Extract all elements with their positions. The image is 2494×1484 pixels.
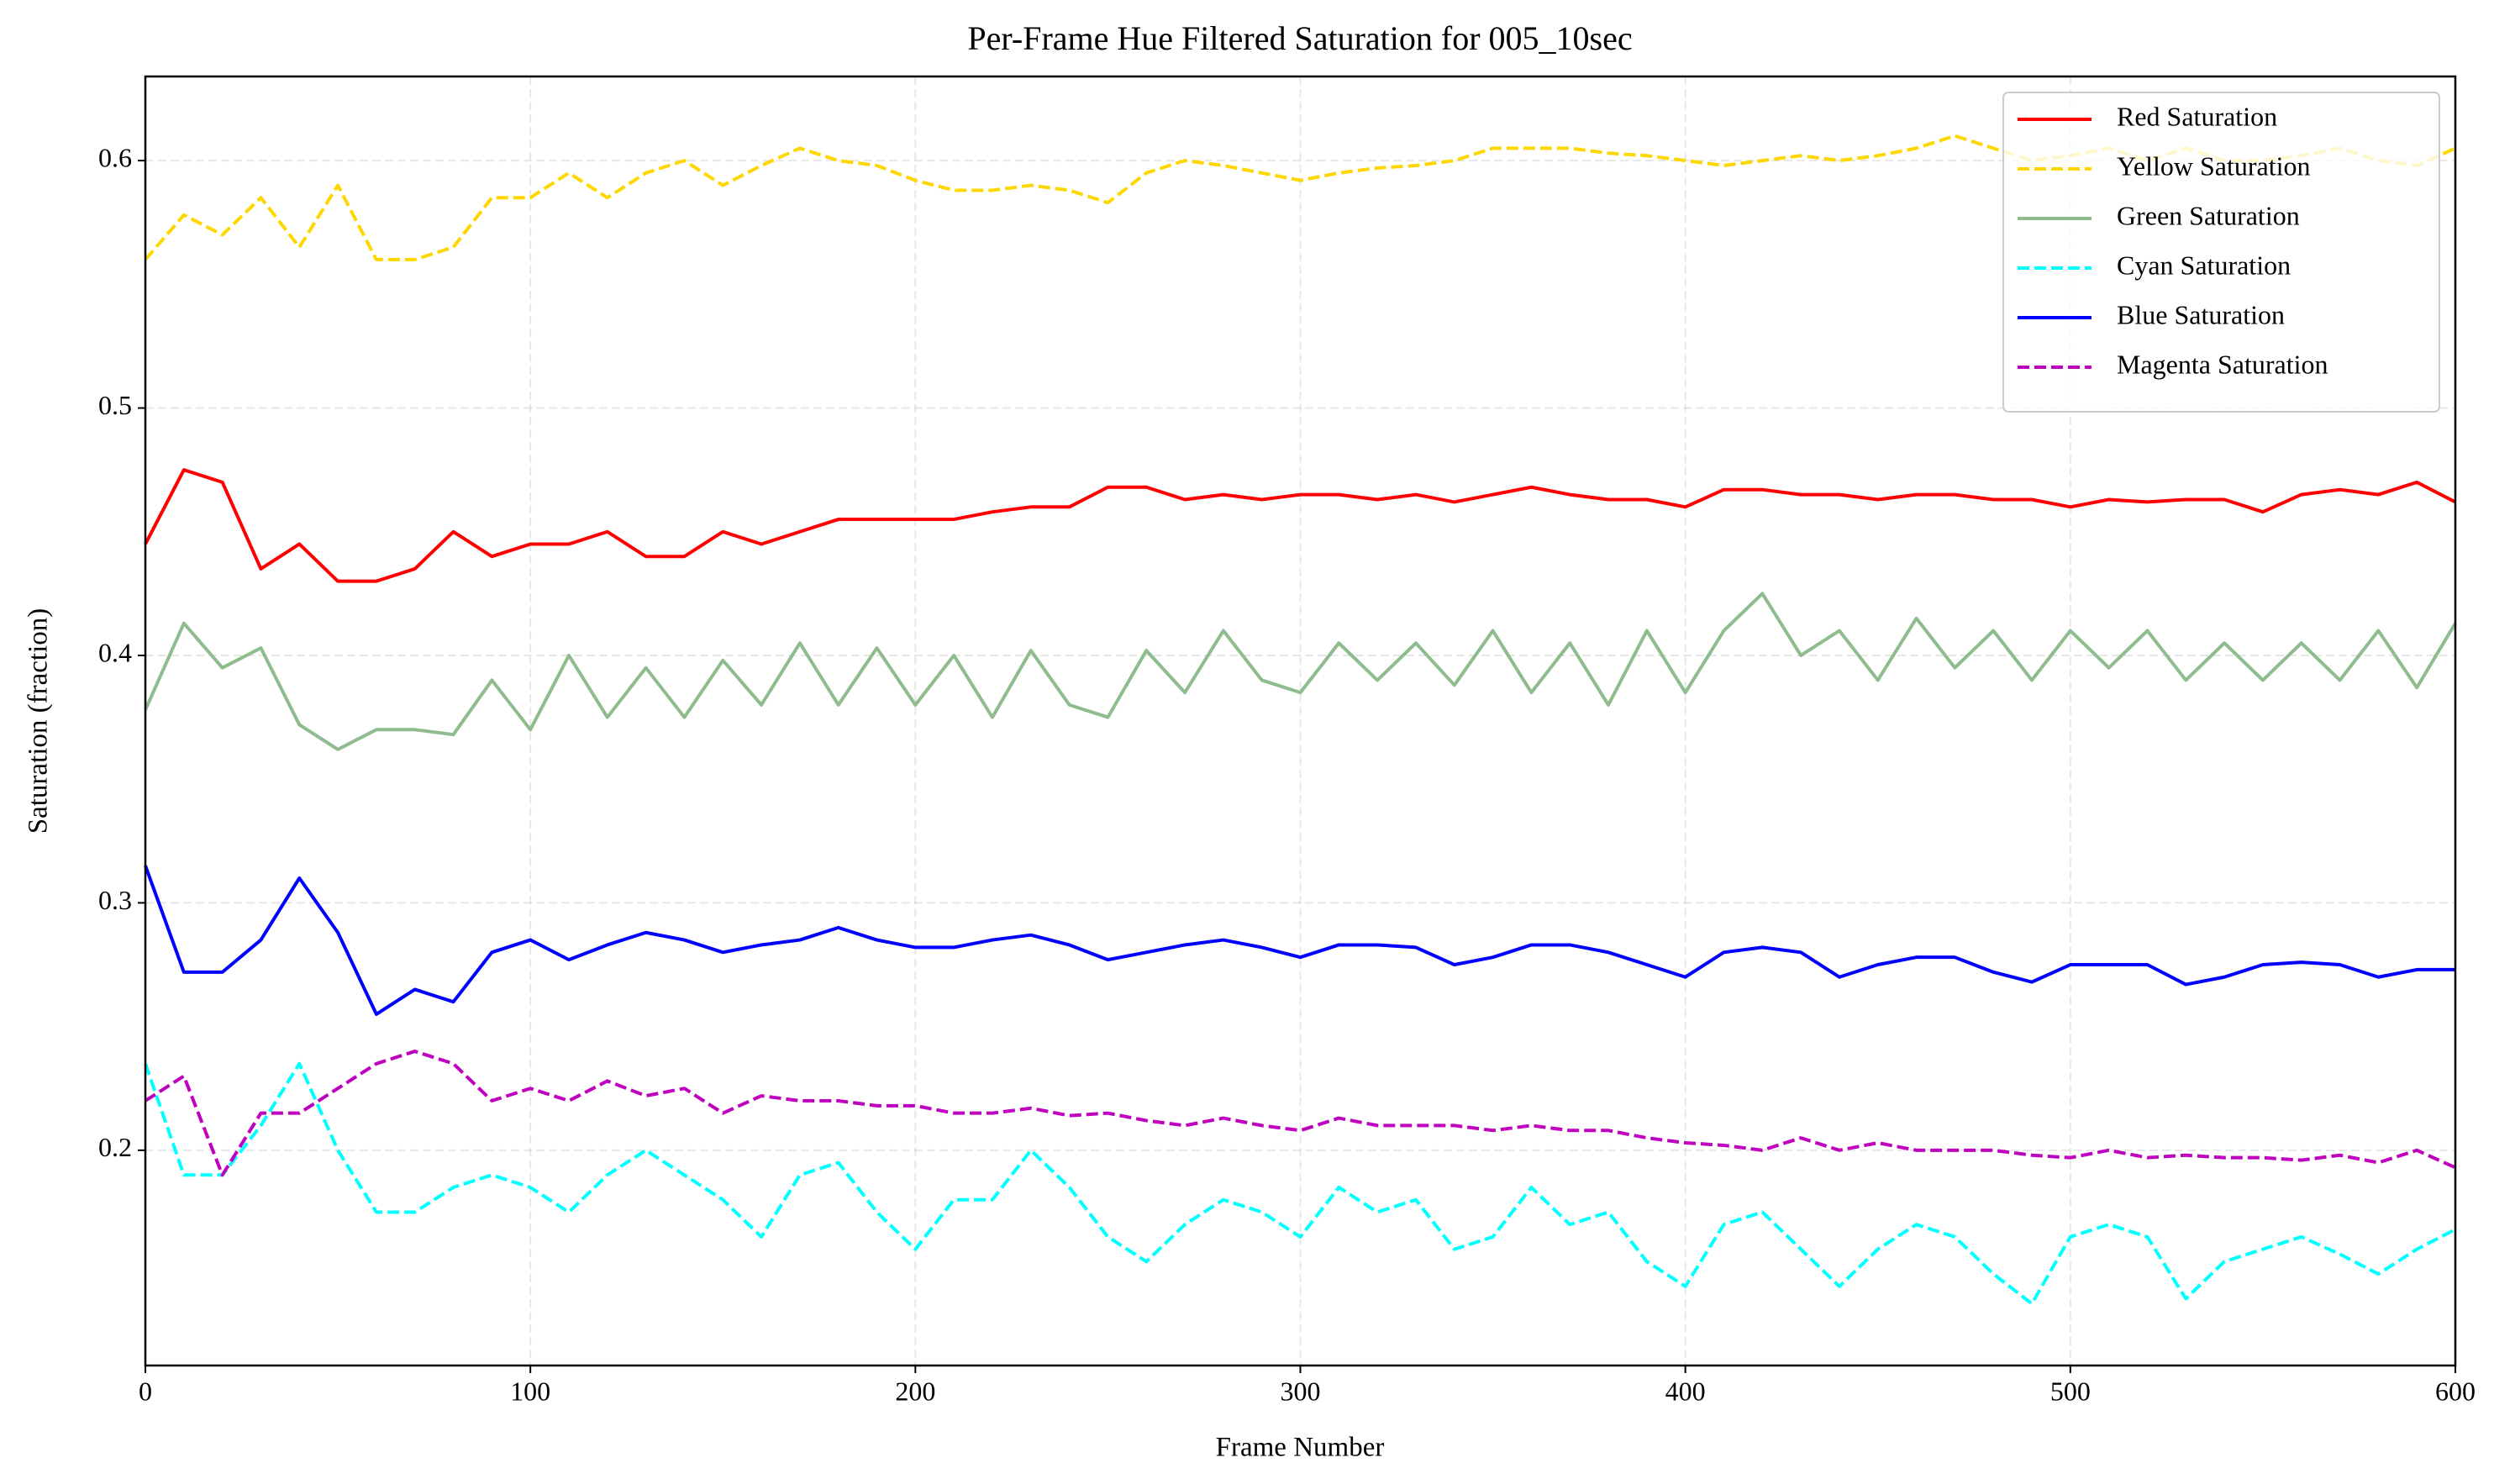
x-tick-label: 600 xyxy=(2435,1376,2476,1406)
legend-label: Magenta Saturation xyxy=(2117,349,2328,379)
y-tick-label: 0.2 xyxy=(98,1132,132,1162)
x-tick-label: 100 xyxy=(510,1376,550,1406)
x-tick-label: 400 xyxy=(1665,1376,1706,1406)
series-line xyxy=(144,592,2457,751)
legend-label: Red Saturation xyxy=(2117,101,2277,131)
series-line xyxy=(144,1050,2456,1177)
x-tick-label: 300 xyxy=(1281,1376,1321,1406)
y-tick-label: 0.6 xyxy=(98,142,132,172)
legend-label: Cyan Saturation xyxy=(2117,250,2291,280)
y-tick-label: 0.3 xyxy=(98,885,132,915)
legend-label: Yellow Saturation xyxy=(2117,150,2311,181)
legend: Red Saturation Yellow Saturation Green Sat… xyxy=(2002,92,2440,413)
x-axis-label: Frame Number xyxy=(1216,1433,1385,1463)
legend-box xyxy=(2002,92,2440,413)
x-tick-label: 200 xyxy=(895,1376,935,1406)
plot-lines xyxy=(144,134,2457,1306)
series-line xyxy=(144,865,2455,1016)
chart-title: Per-Frame Hue Filtered Saturation for 00… xyxy=(967,19,1632,57)
series-line xyxy=(144,1061,2456,1306)
x-tick-label: 500 xyxy=(2050,1376,2091,1406)
legend-label: Blue Saturation xyxy=(2117,299,2285,329)
x-tick-label: 0 xyxy=(139,1376,152,1406)
legend-label: Green Saturation xyxy=(2117,200,2300,230)
grid xyxy=(145,76,2456,1366)
series-line xyxy=(144,468,2456,583)
ticks: 0 100 200 300 400 500 600 0.2 0.3 0.4 0.5 0.6 xyxy=(98,142,2476,1406)
y-tick-label: 0.4 xyxy=(98,637,132,667)
y-axis-label: Saturation (fraction) xyxy=(24,608,54,834)
y-tick-label: 0.5 xyxy=(98,390,132,420)
